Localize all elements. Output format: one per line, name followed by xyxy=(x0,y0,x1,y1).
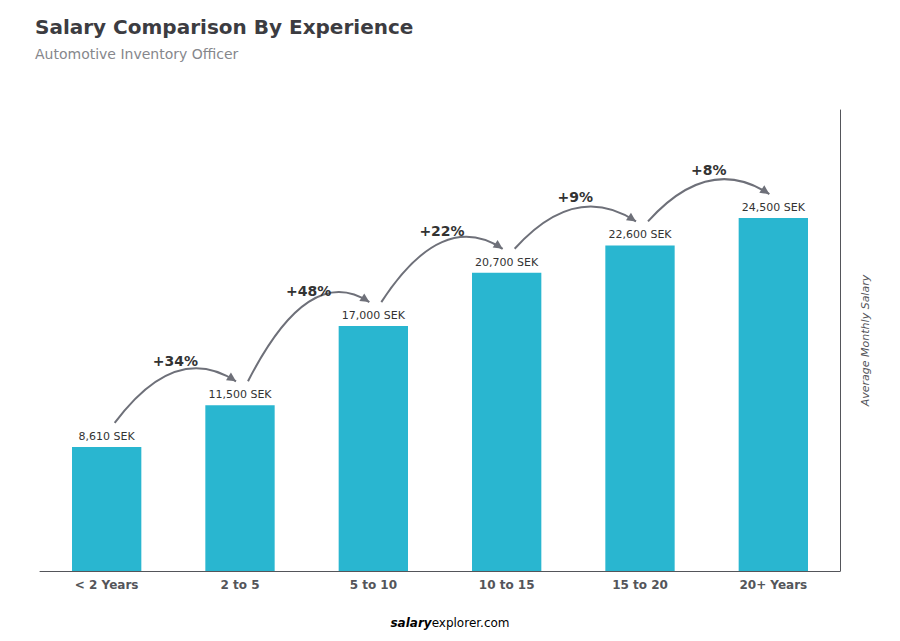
svg-text:17,000 SEK: 17,000 SEK xyxy=(342,309,406,322)
svg-text:+9%: +9% xyxy=(558,189,594,205)
svg-text:10 to 15: 10 to 15 xyxy=(479,578,535,592)
svg-text:Automotive Inventory Officer: Automotive Inventory Officer xyxy=(35,46,239,62)
svg-text:5 to 10: 5 to 10 xyxy=(350,578,397,592)
svg-text:Salary Comparison By Experienc: Salary Comparison By Experience xyxy=(35,15,413,39)
svg-text:+48%: +48% xyxy=(286,283,331,299)
svg-text:explorer.com: explorer.com xyxy=(432,616,510,630)
svg-text:Average Monthly Salary: Average Monthly Salary xyxy=(859,274,872,407)
svg-text:20+ Years: 20+ Years xyxy=(739,578,807,592)
svg-text:salary: salary xyxy=(390,616,432,630)
svg-text:24,500 SEK: 24,500 SEK xyxy=(742,201,806,214)
svg-text:15 to 20: 15 to 20 xyxy=(612,578,668,592)
svg-text:+34%: +34% xyxy=(153,353,198,369)
svg-text:+22%: +22% xyxy=(419,223,464,239)
svg-text:< 2 Years: < 2 Years xyxy=(75,578,139,592)
svg-text:2 to 5: 2 to 5 xyxy=(220,578,259,592)
svg-text:8,610 SEK: 8,610 SEK xyxy=(79,430,136,443)
svg-text:22,600 SEK: 22,600 SEK xyxy=(608,228,672,241)
svg-text:20,700 SEK: 20,700 SEK xyxy=(475,256,539,269)
svg-text:+8%: +8% xyxy=(691,162,727,178)
svg-text:11,500 SEK: 11,500 SEK xyxy=(208,388,272,401)
